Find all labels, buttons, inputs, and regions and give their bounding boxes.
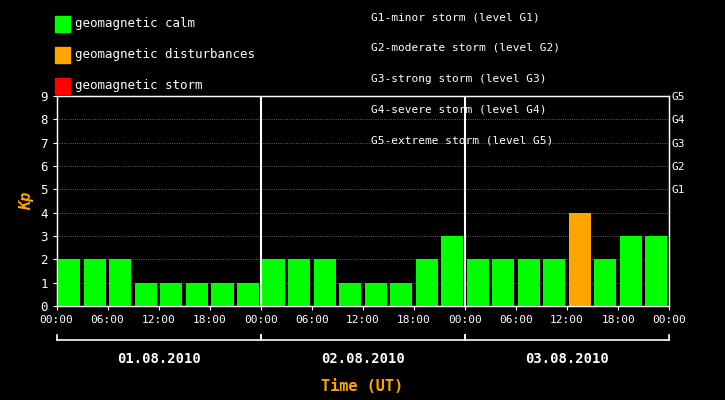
Text: geomagnetic storm: geomagnetic storm [75,79,203,92]
Bar [313,259,336,306]
Text: G4-severe storm (level G4): G4-severe storm (level G4) [371,104,547,114]
Text: geomagnetic disturbances: geomagnetic disturbances [75,48,255,61]
Text: G3-strong storm (level G3): G3-strong storm (level G3) [371,74,547,84]
Bar [543,259,566,306]
Bar [467,259,489,306]
Bar [441,236,463,306]
Text: 02.08.2010: 02.08.2010 [321,352,405,366]
Bar [518,259,540,306]
Text: geomagnetic calm: geomagnetic calm [75,18,196,30]
Bar [288,259,310,306]
Text: G1-minor storm (level G1): G1-minor storm (level G1) [371,12,540,22]
Bar [160,283,183,306]
Text: Time (UT): Time (UT) [321,379,404,394]
Bar [365,283,386,306]
Bar [569,213,591,306]
Bar [237,283,259,306]
Bar [58,259,80,306]
Bar [109,259,131,306]
Bar [594,259,616,306]
Bar [212,283,233,306]
Bar [135,283,157,306]
Text: 01.08.2010: 01.08.2010 [117,352,201,366]
Bar [390,283,413,306]
Text: 03.08.2010: 03.08.2010 [525,352,609,366]
Bar [492,259,514,306]
Bar [415,259,438,306]
Text: G2-moderate storm (level G2): G2-moderate storm (level G2) [371,43,560,53]
Bar [186,283,208,306]
Bar [620,236,642,306]
Bar [84,259,106,306]
Y-axis label: Kp: Kp [20,192,35,210]
Text: G5-extreme storm (level G5): G5-extreme storm (level G5) [371,135,553,145]
Bar [262,259,285,306]
Bar [339,283,361,306]
Bar [645,236,668,306]
